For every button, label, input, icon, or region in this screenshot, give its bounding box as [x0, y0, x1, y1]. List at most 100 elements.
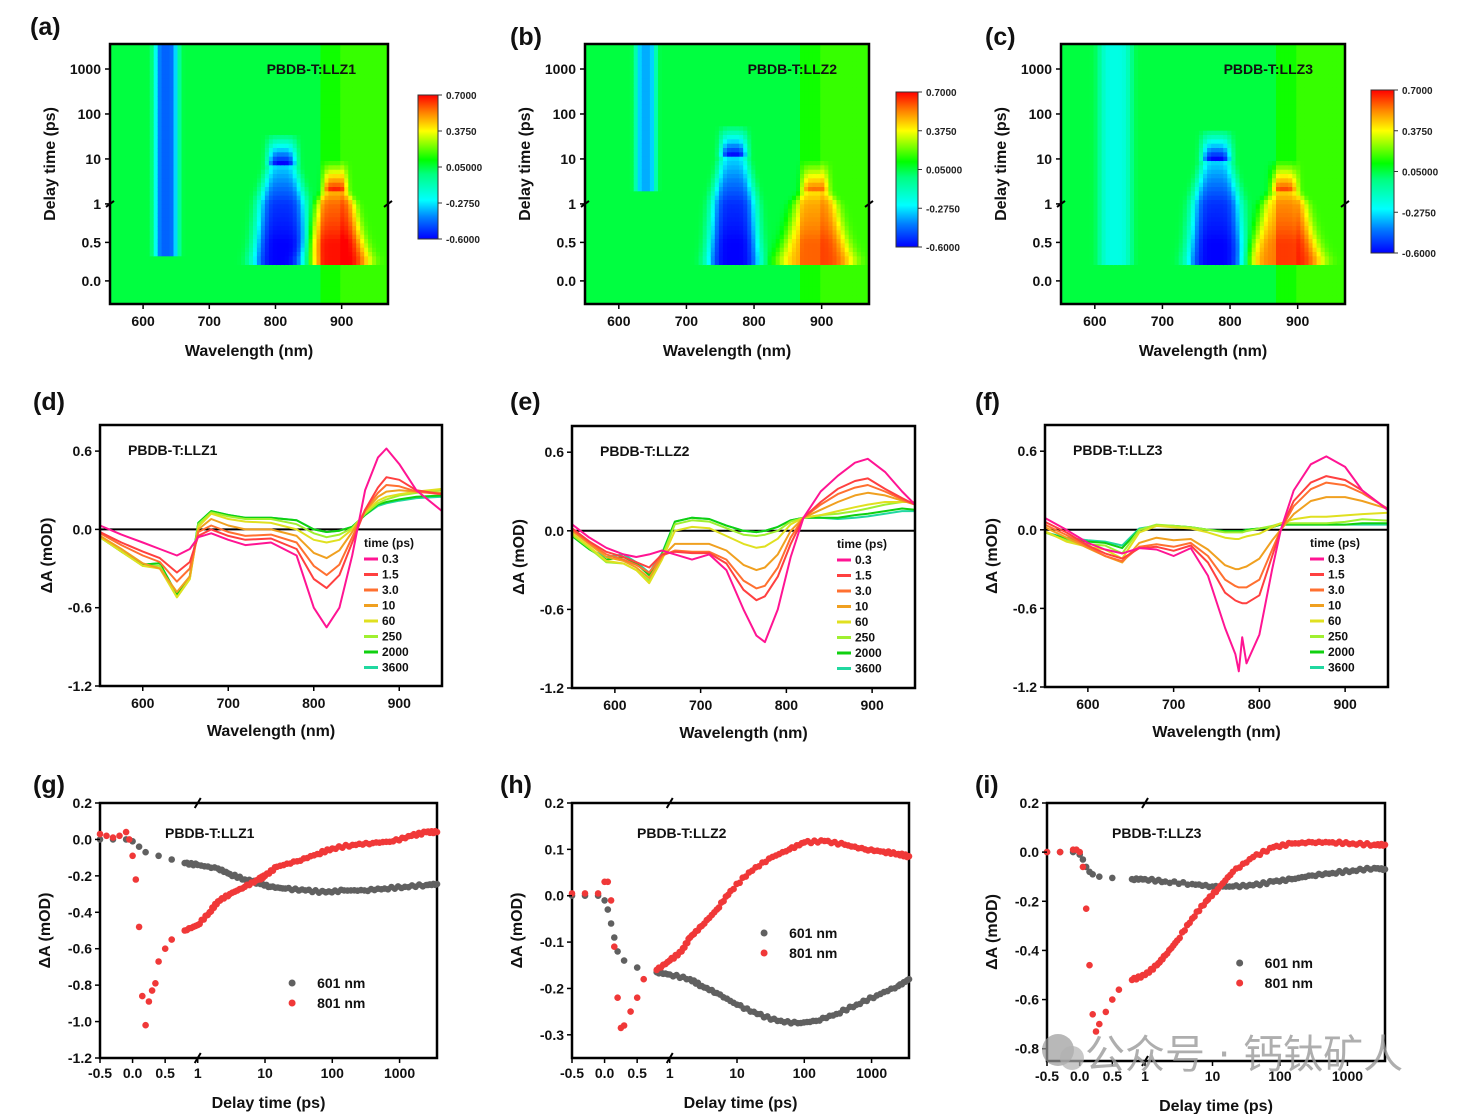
heatmap-cell: [613, 291, 619, 296]
heatmap-cell: [292, 299, 298, 305]
heatmap-cell: [173, 104, 179, 110]
heatmap-cell: [328, 87, 333, 93]
heatmap-cell: [368, 252, 373, 257]
heatmap-cell: [336, 48, 341, 54]
heatmap-cell: [149, 295, 155, 301]
heatmap-cell: [360, 113, 365, 119]
heatmap-cell: [149, 109, 155, 114]
heatmap-cell: [137, 74, 143, 80]
heatmap-cell: [621, 221, 627, 227]
heatmap-cell: [197, 156, 202, 162]
heatmap-cell: [225, 221, 230, 227]
heatmap-cell: [609, 291, 614, 296]
heatmap-cell: [296, 182, 302, 188]
heatmap-cell: [364, 234, 369, 240]
heatmap-cell: [280, 96, 286, 101]
heatmap-cell: [324, 174, 330, 179]
heatmap-cell: [110, 269, 115, 275]
heatmap-cell: [629, 65, 635, 71]
heatmap-cell: [284, 148, 290, 153]
heatmap-cell: [157, 195, 163, 201]
heatmap-cell: [344, 295, 349, 301]
heatmap-cell: [316, 96, 322, 101]
heatmap-cell: [585, 243, 590, 249]
heatmap-cell: [617, 91, 623, 97]
heatmap-cell: [621, 217, 627, 223]
heatmap-cell: [308, 178, 314, 184]
heatmap-cell: [324, 143, 330, 149]
heatmap-cell: [133, 126, 139, 132]
heatmap-cell: [585, 195, 590, 201]
heatmap-cell: [304, 204, 310, 210]
heatmap-cell: [332, 65, 337, 71]
heatmap-cell: [280, 187, 286, 192]
heatmap-cell: [380, 265, 385, 270]
heatmap-cell: [157, 191, 163, 197]
heatmap-cell: [352, 265, 357, 270]
heatmap-cell: [601, 143, 606, 149]
heatmap-cell: [253, 87, 258, 93]
heatmap-cell: [280, 156, 286, 162]
heatmap-cell: [312, 126, 318, 132]
heatmap-cell: [348, 152, 353, 158]
heatmap-cell: [153, 252, 159, 257]
heatmap-cell: [304, 78, 310, 84]
heatmap-cell: [360, 44, 365, 49]
heatmap-cell: [296, 217, 302, 223]
heatmap-cell: [621, 65, 627, 71]
heatmap-cell: [296, 273, 302, 279]
heatmap-cell: [149, 91, 155, 97]
heatmap-cell: [605, 117, 610, 123]
heatmap-cell: [121, 252, 127, 257]
heatmap-cell: [137, 122, 143, 127]
heatmap-cell: [308, 117, 314, 123]
heatmap-cell: [384, 230, 389, 236]
heatmap-cell: [217, 256, 222, 262]
heatmap-cell: [621, 234, 627, 240]
heatmap-cell: [137, 100, 143, 106]
heatmap-cell: [336, 169, 341, 175]
heatmap-cell: [320, 208, 326, 214]
heatmap-cell: [589, 161, 594, 166]
heatmap-cell: [340, 226, 345, 231]
heatmap-cell: [197, 204, 202, 210]
heatmap-cell: [280, 61, 286, 67]
heatmap-cell: [125, 182, 131, 188]
heatmap-cell: [114, 269, 119, 275]
heatmap-cell: [213, 204, 218, 210]
heatmap-cell: [328, 174, 333, 179]
heatmap-cell: [284, 96, 290, 101]
heatmap-cell: [633, 52, 639, 58]
heatmap-cell: [589, 52, 594, 58]
heatmap-cell: [209, 52, 214, 58]
heatmap-cell: [129, 65, 135, 71]
heatmap-cell: [292, 122, 298, 127]
heatmap-cell: [280, 143, 286, 149]
heatmap-cell: [292, 139, 298, 145]
heatmap-cell: [201, 265, 206, 270]
heatmap-cell: [114, 221, 119, 227]
heatmap-cell: [316, 221, 322, 227]
heatmap-cell: [372, 299, 377, 305]
heatmap-cell: [117, 48, 123, 54]
heatmap-cell: [229, 87, 234, 93]
heatmap-cell: [613, 286, 619, 292]
heatmap-cell: [629, 135, 635, 140]
heatmap-cell: [114, 104, 119, 110]
heatmap-cell: [256, 169, 262, 175]
heatmap-cell: [629, 152, 635, 158]
heatmap-cell: [161, 104, 167, 110]
heatmap-cell: [114, 282, 119, 288]
heatmap-cell: [352, 78, 357, 84]
heatmap-cell: [272, 295, 278, 301]
heatmap-cell: [296, 226, 302, 231]
heatmap-cell: [145, 122, 151, 127]
heatmap-cell: [332, 260, 337, 266]
heatmap-cell: [209, 65, 214, 71]
heatmap-cell: [245, 169, 250, 175]
heatmap-cell: [169, 295, 175, 301]
heatmap-cell: [165, 282, 171, 288]
heatmap-cell: [181, 291, 187, 296]
heatmap-cell: [368, 208, 373, 214]
heatmap-cell: [280, 135, 286, 140]
